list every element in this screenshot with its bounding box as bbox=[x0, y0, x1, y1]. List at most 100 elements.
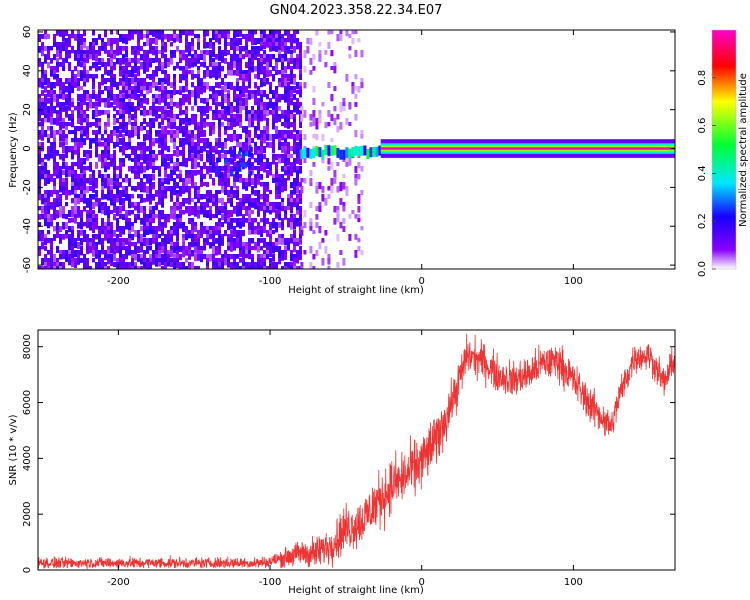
spectrogram-noise-cell bbox=[164, 242, 167, 250]
spectrogram-noise-cell bbox=[62, 86, 65, 94]
spectrogram-noise-cell bbox=[236, 174, 239, 182]
spectrogram-noise-cell bbox=[260, 98, 263, 103]
spectrogram-noise-cell bbox=[161, 82, 164, 90]
spectrogram-noise-cell bbox=[110, 74, 113, 79]
spectrogram-noise-cell bbox=[272, 34, 275, 40]
spectrogram-noise-cell bbox=[116, 138, 119, 145]
spectrogram-noise-cell bbox=[230, 66, 233, 72]
spectrogram-noise-cell bbox=[354, 114, 358, 121]
spectrogram-noise-cell bbox=[275, 190, 278, 196]
spectrogram-noise-cell bbox=[257, 154, 260, 159]
spectrogram-noise-cell bbox=[158, 218, 161, 225]
spectrogram-noise-cell bbox=[188, 230, 191, 238]
spectrogram-noise-cell bbox=[221, 58, 224, 63]
spectrogram-noise-cell bbox=[248, 238, 251, 244]
spectrogram-noise-cell bbox=[293, 234, 296, 242]
spectrogram-noise-cell bbox=[83, 66, 86, 71]
spectrogram-noise-cell bbox=[194, 158, 197, 165]
spectrogram-y-tick-label: -40 bbox=[22, 218, 33, 234]
spectrogram-noise-cell bbox=[83, 54, 86, 61]
spectrogram-noise-cell bbox=[140, 186, 143, 193]
spectrogram-noise-cell bbox=[188, 234, 191, 239]
spectrogram-cluster-cell bbox=[224, 165, 228, 171]
spectrogram-noise-cell bbox=[134, 82, 137, 88]
spectrogram-noise-cell bbox=[218, 122, 221, 129]
spectrogram-noise-cell bbox=[122, 102, 125, 109]
spectrogram-noise-cell bbox=[179, 246, 182, 253]
spectrogram-noise-cell bbox=[272, 174, 275, 182]
spectrogram-noise-cell bbox=[218, 66, 221, 73]
spectrogram-noise-cell bbox=[116, 262, 119, 268]
spectrogram-noise-cell bbox=[122, 142, 125, 147]
spectrogram-noise-cell bbox=[173, 258, 176, 266]
spectrogram-noise-cell bbox=[272, 74, 275, 82]
spectrogram-noise-cell bbox=[230, 62, 233, 69]
spectrogram-noise-cell bbox=[206, 202, 209, 208]
spectrogram-noise-cell bbox=[161, 138, 164, 146]
spectrogram-noise-cell bbox=[95, 242, 98, 250]
spectrogram-noise-cell bbox=[110, 46, 113, 54]
spectrogram-noise-cell bbox=[321, 158, 325, 164]
spectrogram-noise-cell bbox=[122, 110, 125, 116]
spectrogram-noise-cell bbox=[299, 194, 302, 201]
spectrogram-noise-cell bbox=[185, 82, 188, 87]
spectrogram-noise-cell bbox=[200, 130, 203, 137]
spectrogram-noise-cell bbox=[143, 254, 146, 262]
spectrogram-noise-cell bbox=[155, 238, 158, 244]
spectrogram-noise-cell bbox=[71, 162, 74, 169]
spectrogram-noise-cell bbox=[83, 118, 86, 123]
spectrogram-noise-cell bbox=[92, 210, 95, 217]
spectrogram-noise-cell bbox=[300, 106, 304, 111]
spectrogram-noise-cell bbox=[119, 34, 122, 42]
spectrogram-noise-cell bbox=[116, 238, 119, 245]
spectrogram-noise-cell bbox=[281, 238, 284, 245]
spectrogram-noise-cell bbox=[44, 74, 47, 80]
spectrogram-noise-cell bbox=[158, 98, 161, 105]
spectrogram-noise-cell bbox=[104, 46, 107, 54]
spectrogram-tone-cell bbox=[324, 144, 328, 155]
spectrogram-noise-cell bbox=[62, 182, 65, 190]
spectrogram-noise-cell bbox=[251, 170, 254, 175]
spectrogram-noise-cell bbox=[227, 102, 230, 108]
spectrogram-noise-cell bbox=[155, 246, 158, 251]
spectrogram-tone-cell bbox=[312, 148, 316, 159]
spectrogram-noise-cell bbox=[254, 38, 257, 45]
spectrogram-noise-cell bbox=[275, 98, 278, 104]
spectrogram-noise-cell bbox=[239, 174, 242, 181]
spectrogram-noise-cell bbox=[143, 250, 146, 258]
spectrogram-noise-cell bbox=[296, 238, 299, 243]
spectrogram-noise-cell bbox=[143, 66, 146, 74]
spectrogram-tone-cell bbox=[360, 145, 364, 156]
spectrogram-noise-cell bbox=[56, 110, 59, 118]
spectrogram-noise-cell bbox=[299, 254, 302, 261]
spectrogram-noise-cell bbox=[233, 154, 236, 162]
spectrogram-noise-cell bbox=[269, 226, 272, 232]
spectrogram-noise-cell bbox=[95, 234, 98, 240]
spectrogram-noise-cell bbox=[212, 86, 215, 94]
spectrogram-noise-cell bbox=[173, 66, 176, 71]
spectrogram-noise-cell bbox=[263, 162, 266, 170]
spectrogram-noise-cell bbox=[230, 254, 233, 260]
spectrogram-noise-cell bbox=[278, 142, 281, 150]
spectrogram-noise-cell bbox=[212, 158, 215, 163]
spectrogram-noise-cell bbox=[242, 230, 245, 237]
spectrogram-noise-cell bbox=[263, 242, 266, 248]
spectrogram-noise-cell bbox=[188, 90, 191, 94]
spectrogram-noise-cell bbox=[74, 242, 77, 249]
spectrogram-noise-cell bbox=[239, 134, 242, 140]
spectrogram-noise-cell bbox=[354, 166, 358, 174]
spectrogram-noise-cell bbox=[260, 142, 263, 147]
spectrogram-noise-cell bbox=[224, 150, 227, 155]
spectrogram-noise-cell bbox=[194, 242, 197, 248]
spectrogram-noise-cell bbox=[80, 110, 83, 117]
spectrogram-noise-cell bbox=[257, 110, 260, 116]
spectrogram-noise-cell bbox=[191, 118, 194, 125]
spectrogram-noise-cell bbox=[212, 198, 215, 203]
spectrogram-noise-cell bbox=[293, 106, 296, 113]
spectrogram-noise-cell bbox=[260, 174, 263, 180]
spectrogram-noise-cell bbox=[281, 46, 284, 52]
spectrogram-noise-cell bbox=[140, 98, 143, 104]
spectrogram-noise-cell bbox=[290, 110, 293, 116]
spectrogram-noise-cell bbox=[197, 134, 200, 141]
spectrogram-noise-cell bbox=[158, 170, 161, 177]
